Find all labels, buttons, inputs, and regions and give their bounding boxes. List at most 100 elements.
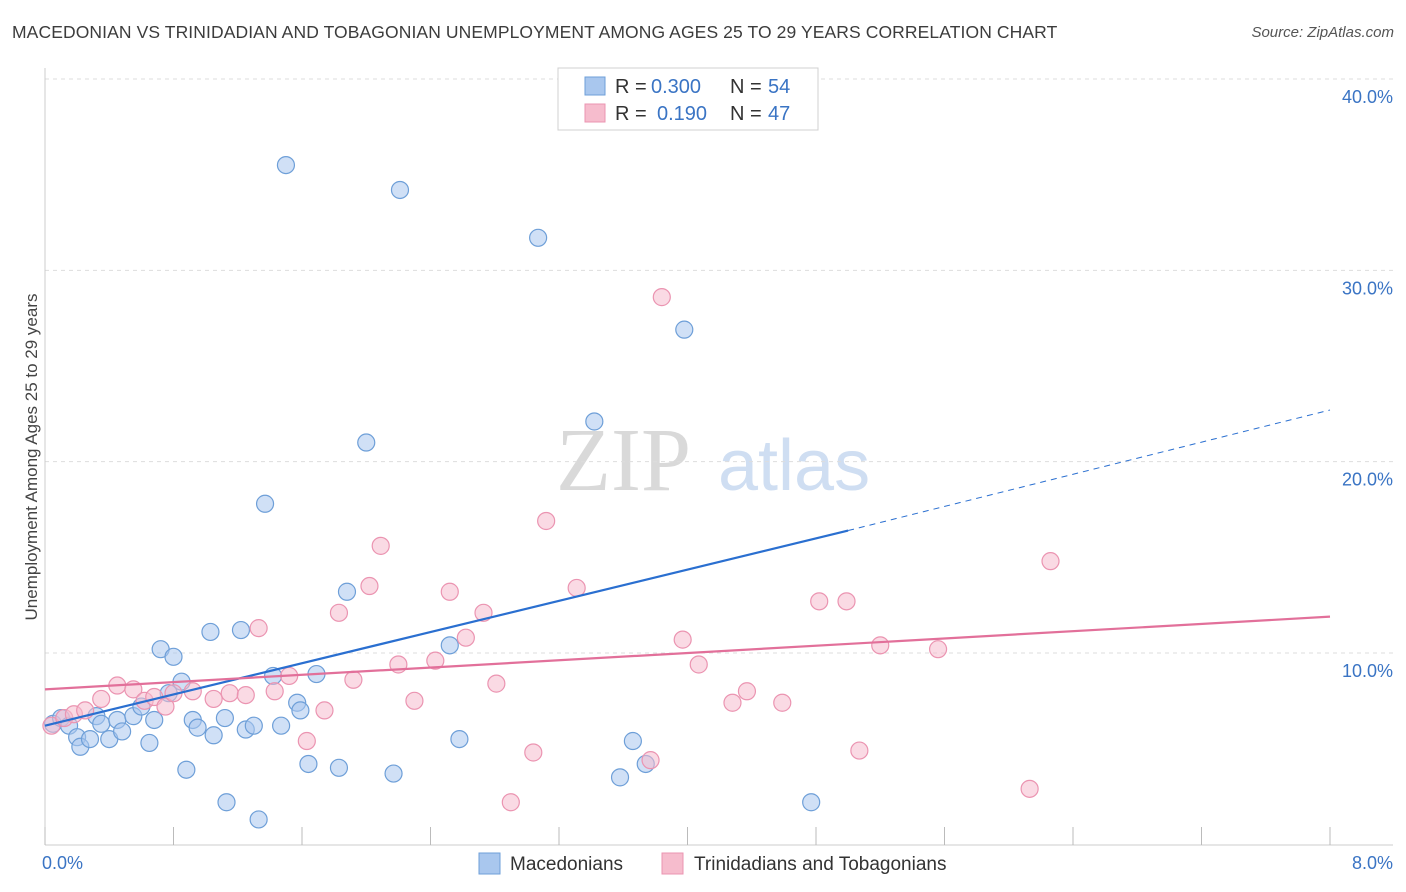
- trinidadians-point-22: [360, 576, 379, 596]
- macedonians-points: [43, 156, 821, 829]
- macedonians-point-29: [249, 810, 268, 829]
- trinidadians-point-4: [92, 689, 111, 709]
- bottom-legend-swatch-macedonians: [478, 852, 501, 875]
- macedonians-point-7: [92, 714, 111, 733]
- macedonians-point-10: [112, 722, 132, 741]
- gridlines: [45, 78, 1393, 654]
- macedonians-point-25: [217, 793, 236, 812]
- trinidadians-point-27: [440, 582, 459, 601]
- macedonians-point-19: [177, 760, 196, 779]
- legend-r-label-2: R =: [615, 103, 647, 125]
- legend-swatch-macedonians: [584, 76, 606, 96]
- macedonians-trend-line: [44, 529, 849, 727]
- trinidadians-point-31: [501, 793, 520, 812]
- legend-n-value-1: 54: [768, 76, 790, 98]
- trinidadians-point-15: [249, 619, 268, 638]
- trinidadians-point-25: [405, 691, 424, 710]
- y-tick-label-20: 20.0%: [1342, 470, 1393, 490]
- trinidadians-point-36: [652, 288, 671, 307]
- x-tick-label-max: 8.0%: [1352, 853, 1393, 873]
- macedonians-point-45: [529, 228, 548, 247]
- bottom-legend-label-macedonians: Macedonians: [510, 854, 623, 875]
- macedonians-point-22: [201, 622, 220, 642]
- macedonians-point-23: [204, 726, 223, 745]
- trinidadians-points: [42, 288, 1060, 812]
- trinidadians-point-41: [773, 693, 792, 712]
- trinidadians-point-42: [810, 592, 829, 611]
- macedonians-point-47: [610, 768, 630, 787]
- y-tick-label-30: 30.0%: [1342, 278, 1393, 298]
- legend-r-value-1: 0.300: [651, 76, 701, 98]
- trinidadians-point-13: [220, 684, 239, 703]
- macedonians-point-44: [450, 729, 469, 749]
- trinidadians-point-19: [315, 701, 334, 720]
- macedonians-point-13: [140, 733, 159, 753]
- trinidadians-point-18: [297, 731, 316, 751]
- macedonians-point-35: [291, 701, 310, 720]
- bottom-legend-swatch-trinidadians: [661, 852, 684, 875]
- watermark-zip: ZIP: [556, 411, 691, 510]
- trinidadians-point-37: [673, 630, 692, 649]
- macedonians-point-39: [337, 582, 357, 601]
- trinidadians-point-23: [371, 536, 390, 555]
- trinidadians-point-28: [456, 628, 475, 647]
- legend-r-label-1: R =: [615, 76, 647, 98]
- bottom-legend-label-trinidadians: Trinidadians and Tobagonians: [694, 854, 946, 875]
- y-tick-label-10: 10.0%: [1342, 661, 1393, 681]
- trinidadians-point-45: [871, 636, 890, 655]
- series-legend: Macedonians Trinidadians and Tobagonians: [478, 852, 946, 875]
- macedonians-point-14: [145, 710, 164, 730]
- trinidadians-point-33: [537, 511, 556, 531]
- trinidadians-point-32: [524, 743, 543, 762]
- trinidadians-point-44: [850, 741, 869, 760]
- legend-n-label-2: N =: [730, 103, 762, 125]
- y-axis-label: Unemployment Among Ages 25 to 29 years: [22, 294, 41, 621]
- macedonians-point-26: [231, 620, 251, 640]
- trinidadians-point-14: [236, 685, 255, 705]
- y-tick-label-40: 40.0%: [1342, 87, 1393, 107]
- legend-n-value-2: 47: [768, 103, 790, 125]
- macedonians-point-36: [299, 754, 318, 774]
- legend-r-value-2: 0.190: [657, 103, 707, 125]
- macedonians-point-50: [675, 320, 694, 339]
- macedonians-trend-extension: [848, 409, 1331, 532]
- trinidadians-point-26: [426, 651, 445, 670]
- trend-lines: [44, 409, 1331, 727]
- trinidadians-point-40: [737, 682, 757, 701]
- trinidadians-point-16: [265, 682, 284, 701]
- legend-n-label-1: N =: [730, 76, 762, 98]
- macedonians-point-40: [357, 433, 376, 452]
- legend-swatch-trinidadians: [584, 103, 606, 123]
- trinidadians-point-30: [487, 674, 506, 693]
- trinidadians-point-9: [156, 697, 175, 716]
- macedonians-point-5: [80, 729, 100, 749]
- trinidadians-point-47: [1041, 552, 1060, 571]
- trinidadians-point-34: [567, 578, 586, 598]
- macedonians-point-28: [244, 716, 263, 735]
- macedonians-point-43: [440, 636, 459, 655]
- trinidadians-point-43: [837, 592, 856, 611]
- macedonians-point-51: [802, 793, 821, 812]
- macedonians-point-30: [255, 494, 275, 513]
- correlation-legend: R = 0.300 N = 54 R = 0.190 N = 47: [557, 67, 819, 131]
- macedonians-point-48: [623, 731, 642, 751]
- trinidadians-point-48: [1020, 779, 1039, 798]
- macedonians-point-38: [329, 758, 349, 777]
- axis-ticks: [44, 827, 1331, 845]
- trinidadians-point-39: [723, 693, 742, 712]
- macedonians-point-32: [272, 716, 291, 735]
- macedonians-point-21: [188, 718, 207, 737]
- trinidadians-trend-line: [44, 615, 1331, 691]
- macedonians-point-42: [390, 180, 410, 200]
- trinidadians-point-38: [689, 655, 708, 674]
- macedonians-point-46: [585, 412, 604, 431]
- macedonians-point-17: [164, 647, 183, 666]
- trinidadians-point-35: [641, 751, 660, 770]
- trinidadians-point-46: [928, 640, 948, 659]
- chart-source: Source: ZipAtlas.com: [1251, 24, 1394, 41]
- trinidadians-point-21: [344, 670, 363, 689]
- x-tick-label-min: 0.0%: [42, 853, 83, 873]
- macedonians-point-33: [276, 156, 296, 175]
- watermark-atlas: atlas: [718, 426, 870, 506]
